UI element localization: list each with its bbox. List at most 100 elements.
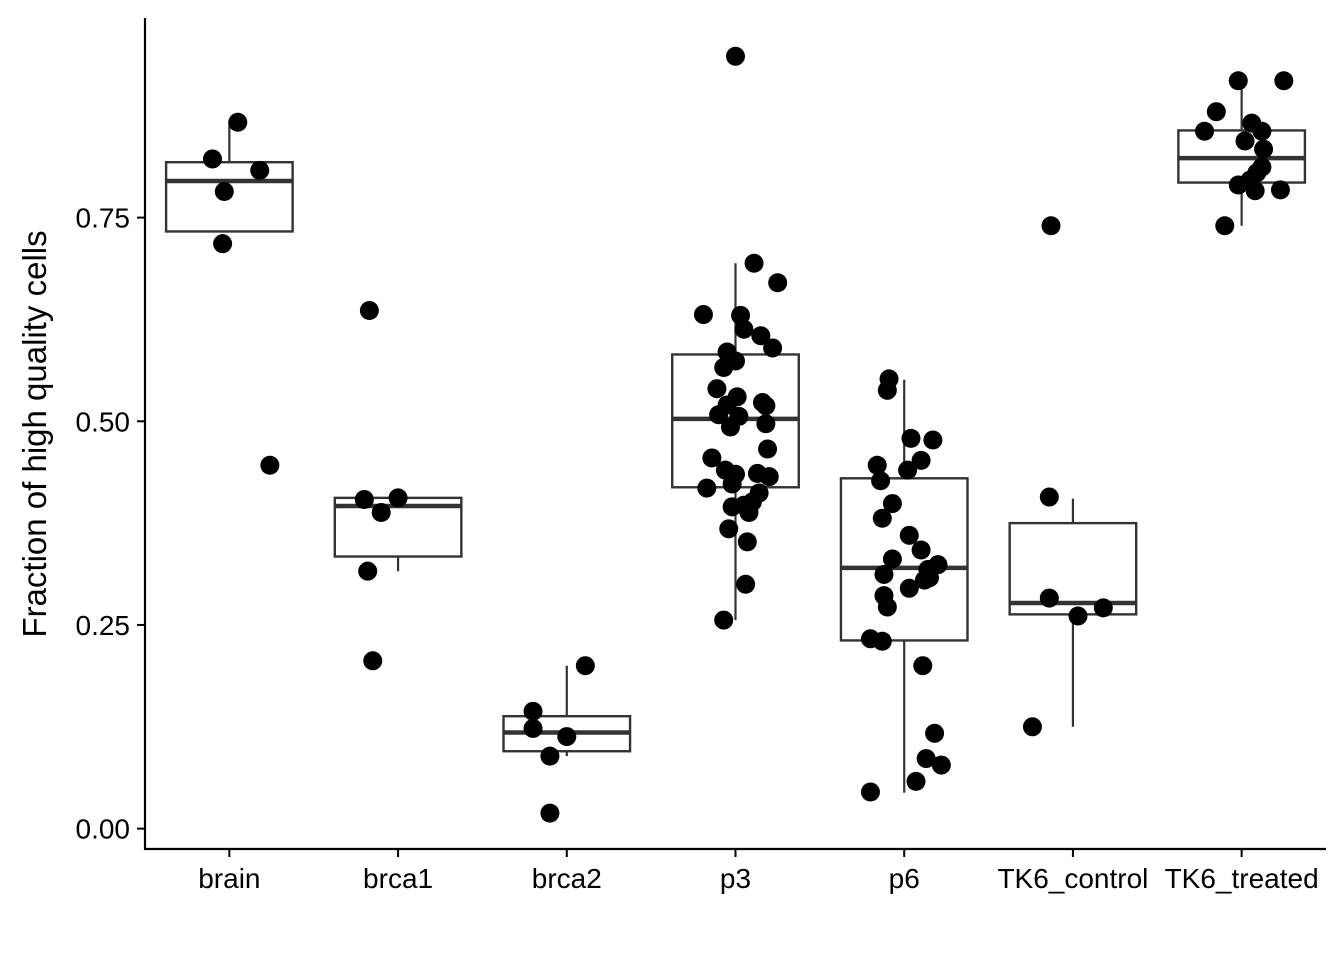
- data-point: [1195, 121, 1215, 141]
- ticks-layer: 0.00 0.25 0.50 0.75 brain brca1 brca2 p3 p6 TK6_c…: [76, 203, 1319, 894]
- points-brain: [202, 112, 280, 475]
- points-TK6_treated: [1195, 71, 1294, 236]
- data-point: [540, 803, 560, 823]
- data-point: [388, 488, 408, 508]
- data-point: [763, 338, 783, 358]
- data-point: [707, 379, 727, 399]
- data-point: [901, 428, 921, 448]
- data-point: [734, 319, 754, 339]
- data-point: [882, 494, 902, 514]
- points-brca2: [523, 656, 595, 823]
- data-point: [874, 564, 894, 584]
- x-tick-label-brain: brain: [198, 863, 260, 894]
- data-point: [214, 182, 234, 202]
- data-point: [354, 489, 374, 509]
- x-tick-label-brca1: brca1: [363, 863, 433, 894]
- y-tick-label: 0.00: [76, 814, 131, 845]
- data-point: [1228, 71, 1248, 91]
- data-point: [358, 561, 378, 581]
- data-point: [872, 631, 892, 651]
- data-point: [1215, 216, 1235, 236]
- data-point: [877, 597, 897, 617]
- data-point: [1093, 598, 1113, 618]
- data-point: [923, 430, 943, 450]
- box-brca1: [333, 496, 463, 572]
- data-point: [714, 358, 734, 378]
- data-point: [1270, 180, 1290, 200]
- data-point: [540, 746, 560, 766]
- y-tick-label: 0.75: [76, 203, 131, 234]
- box-TK6_treated: [1177, 80, 1307, 226]
- data-point: [697, 478, 717, 498]
- data-point: [575, 656, 595, 676]
- data-point: [722, 474, 742, 494]
- data-point: [250, 160, 270, 180]
- box-iqr: [1008, 521, 1138, 616]
- data-point: [1245, 181, 1265, 201]
- data-point: [768, 273, 788, 293]
- data-point: [899, 525, 919, 545]
- data-point: [872, 508, 892, 528]
- data-point: [931, 755, 951, 775]
- data-point: [1206, 102, 1226, 122]
- x-tick-label-brca2: brca2: [532, 863, 602, 894]
- data-point: [867, 455, 887, 475]
- box-brain: [164, 122, 294, 233]
- points-p3: [693, 46, 788, 630]
- data-point: [916, 749, 936, 769]
- points-p6: [860, 369, 951, 802]
- data-point: [914, 570, 934, 590]
- data-point: [913, 656, 933, 676]
- data-point: [756, 396, 776, 416]
- box-iqr: [839, 477, 969, 642]
- data-point: [722, 497, 742, 517]
- data-point: [260, 455, 280, 475]
- data-point: [1252, 121, 1272, 141]
- data-point: [1041, 216, 1061, 236]
- data-point: [709, 405, 729, 425]
- data-point: [363, 651, 383, 671]
- data-point: [719, 519, 739, 539]
- data-point: [751, 326, 771, 346]
- data-point: [1274, 71, 1294, 91]
- data-point: [911, 540, 931, 560]
- x-tick-label-TK6_treated: TK6_treated: [1165, 863, 1319, 894]
- data-point: [882, 549, 902, 569]
- x-tick-label-p6: p6: [889, 863, 920, 894]
- data-point: [736, 574, 756, 594]
- points-layer: [202, 46, 1294, 823]
- data-point: [1039, 487, 1059, 507]
- data-point: [213, 234, 233, 254]
- data-point: [925, 723, 945, 743]
- data-point: [899, 578, 919, 598]
- x-tick-label-p3: p3: [720, 863, 751, 894]
- data-point: [523, 718, 543, 738]
- data-point: [371, 503, 391, 523]
- boxes-layer: [164, 80, 1307, 793]
- x-tick-label-TK6_control: TK6_control: [997, 863, 1148, 894]
- data-point: [860, 782, 880, 802]
- data-point: [739, 503, 759, 523]
- data-point: [906, 771, 926, 791]
- data-point: [1022, 717, 1042, 737]
- data-point: [737, 532, 757, 552]
- data-point: [702, 448, 722, 468]
- data-point: [1039, 588, 1059, 608]
- data-point: [228, 112, 248, 132]
- data-point: [756, 414, 776, 434]
- data-point: [557, 727, 577, 747]
- y-tick-label: 0.50: [76, 406, 131, 437]
- box-p6: [839, 379, 969, 793]
- data-point: [759, 467, 779, 487]
- data-point: [693, 305, 713, 325]
- data-point: [1254, 139, 1274, 159]
- data-point: [911, 450, 931, 470]
- data-point: [877, 380, 897, 400]
- points-TK6_control: [1022, 216, 1113, 737]
- data-point: [720, 417, 740, 437]
- data-point: [898, 460, 918, 480]
- points-brca1: [354, 300, 408, 671]
- data-point: [726, 46, 745, 66]
- data-point: [871, 471, 891, 491]
